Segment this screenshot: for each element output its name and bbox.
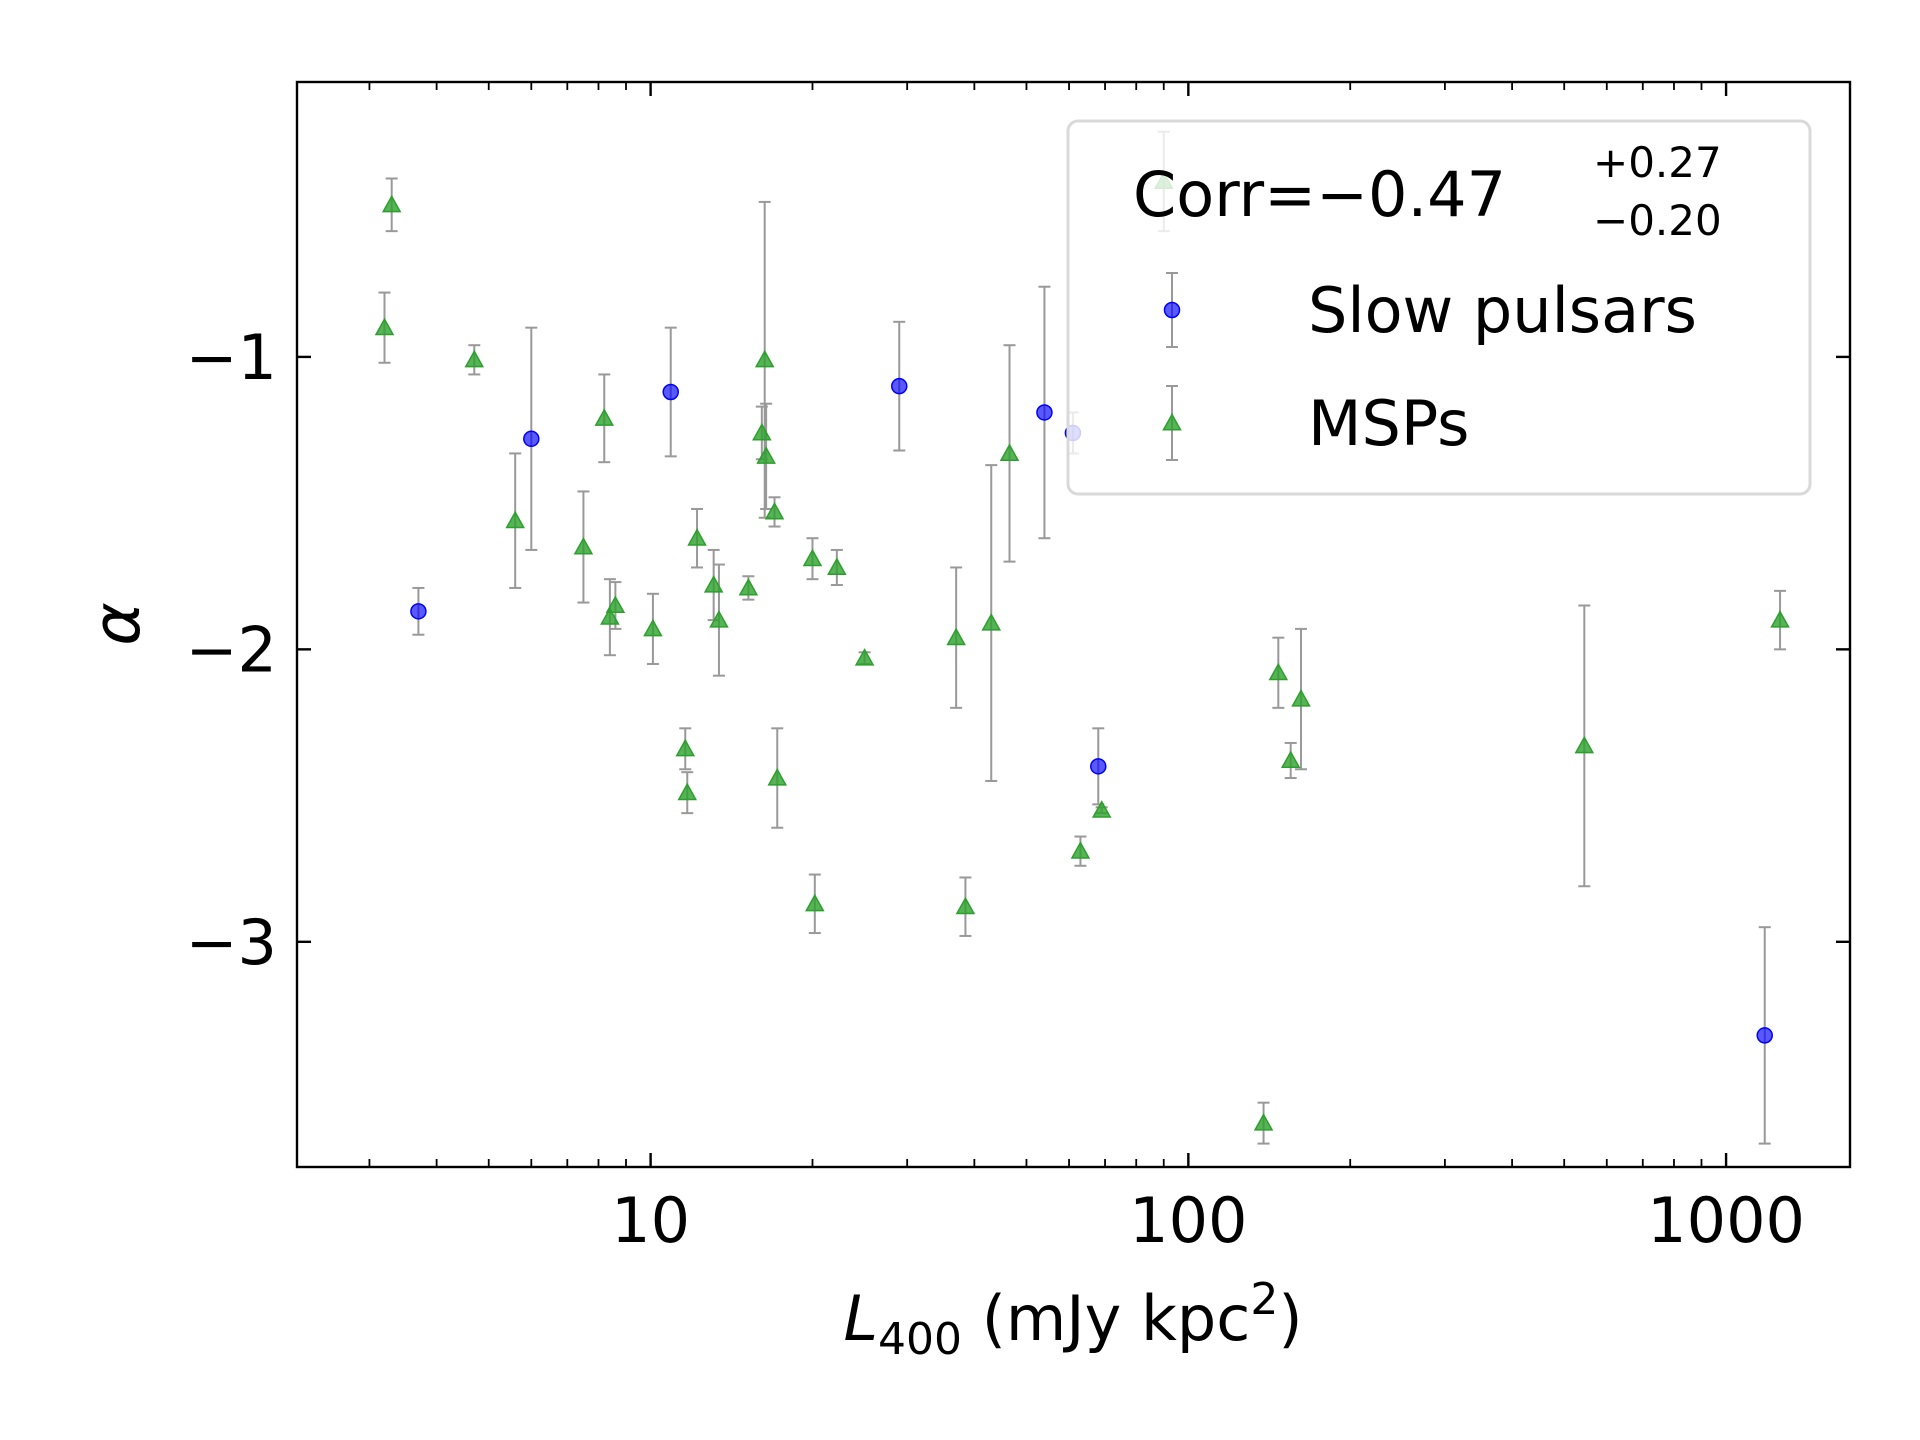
y-tick-label: −3: [186, 906, 277, 979]
legend-title-sup: +0.27: [1593, 138, 1722, 187]
msp-point: [1268, 662, 1289, 681]
msp-point: [573, 536, 594, 555]
legend-box: [1066, 119, 1812, 496]
msp-point: [1253, 1113, 1274, 1131]
msp-point: [805, 893, 825, 912]
y-tick-label: −1: [186, 321, 277, 394]
msp-point: [1291, 689, 1311, 707]
slow-pulsar-point: [891, 377, 908, 395]
msp-point: [1091, 800, 1112, 818]
msp-point: [752, 422, 772, 441]
legend-entry: MSPs: [1162, 385, 1469, 461]
legend-entries: Slow pulsars MSPs: [1162, 272, 1697, 461]
msp-point: [981, 612, 1002, 631]
legend-entry: Slow pulsars: [1163, 272, 1697, 348]
x-axis-label-main: L: [843, 1282, 878, 1355]
x-tick-label: 1000: [1647, 1184, 1805, 1257]
legend-msp-marker: [1162, 412, 1182, 431]
msp-point: [703, 574, 724, 593]
msp-point: [643, 618, 663, 637]
legend-title-main: Corr=−0.47: [1133, 158, 1506, 231]
msp-point: [505, 510, 525, 529]
msp-point: [374, 317, 395, 336]
msp-point: [955, 896, 976, 915]
msp-point: [600, 607, 620, 625]
msp-point: [464, 349, 485, 368]
tick-layer: 10 100 1000 −1 −2 −3: [186, 82, 1850, 1257]
msp-point: [827, 557, 847, 576]
msp-point: [594, 408, 615, 426]
msp-point: [738, 577, 759, 596]
x-axis-label-subscript: 400: [878, 1314, 962, 1365]
x-tick-label: 100: [1129, 1184, 1247, 1257]
msp-point: [756, 446, 776, 464]
y-tick-label: −2: [186, 613, 277, 686]
msp-point: [675, 738, 696, 757]
msp-point: [677, 782, 698, 801]
marker-layer: [374, 171, 1790, 1131]
msp-point: [605, 595, 626, 614]
slow-pulsar-point: [523, 430, 540, 448]
legend-title-sub: −0.20: [1593, 196, 1722, 245]
msp-point: [999, 443, 1020, 461]
slow-pulsar-point: [1090, 758, 1107, 775]
legend-label: Slow pulsars: [1308, 274, 1697, 347]
y-axis-label: α: [78, 602, 155, 646]
legend-slow-pulsar-marker: [1163, 301, 1181, 319]
msp-point: [854, 648, 875, 666]
slow-pulsar-point: [410, 603, 427, 620]
legend: Corr=−0.47 +0.27 −0.20 Slow pulsars MSPs: [1066, 119, 1812, 496]
x-axis-label-close: ): [1278, 1282, 1302, 1355]
msp-point: [1070, 841, 1091, 859]
msp-point: [1280, 750, 1301, 769]
slow-pulsar-point: [1036, 404, 1053, 421]
msp-point: [381, 194, 402, 213]
legend-label: MSPs: [1308, 387, 1469, 460]
slow-pulsar-point: [662, 383, 679, 401]
msp-point: [767, 767, 788, 786]
slow-pulsar-point: [1756, 1027, 1773, 1044]
msp-point: [1770, 610, 1790, 628]
msp-point: [946, 627, 966, 646]
msp-point: [709, 610, 729, 628]
x-axis-label-units: (mJy kpc: [962, 1282, 1250, 1355]
plot-frame: [295, 80, 1852, 1169]
msp-point: [754, 349, 775, 368]
msp-point: [764, 501, 785, 520]
x-axis-label: L400 (mJy kpc2): [843, 1274, 1302, 1365]
x-tick-label: 10: [611, 1184, 690, 1257]
msp-point: [687, 528, 707, 546]
x-axis-label-superscript: 2: [1250, 1274, 1278, 1325]
msp-point: [1574, 735, 1595, 754]
msp-point: [802, 548, 823, 567]
